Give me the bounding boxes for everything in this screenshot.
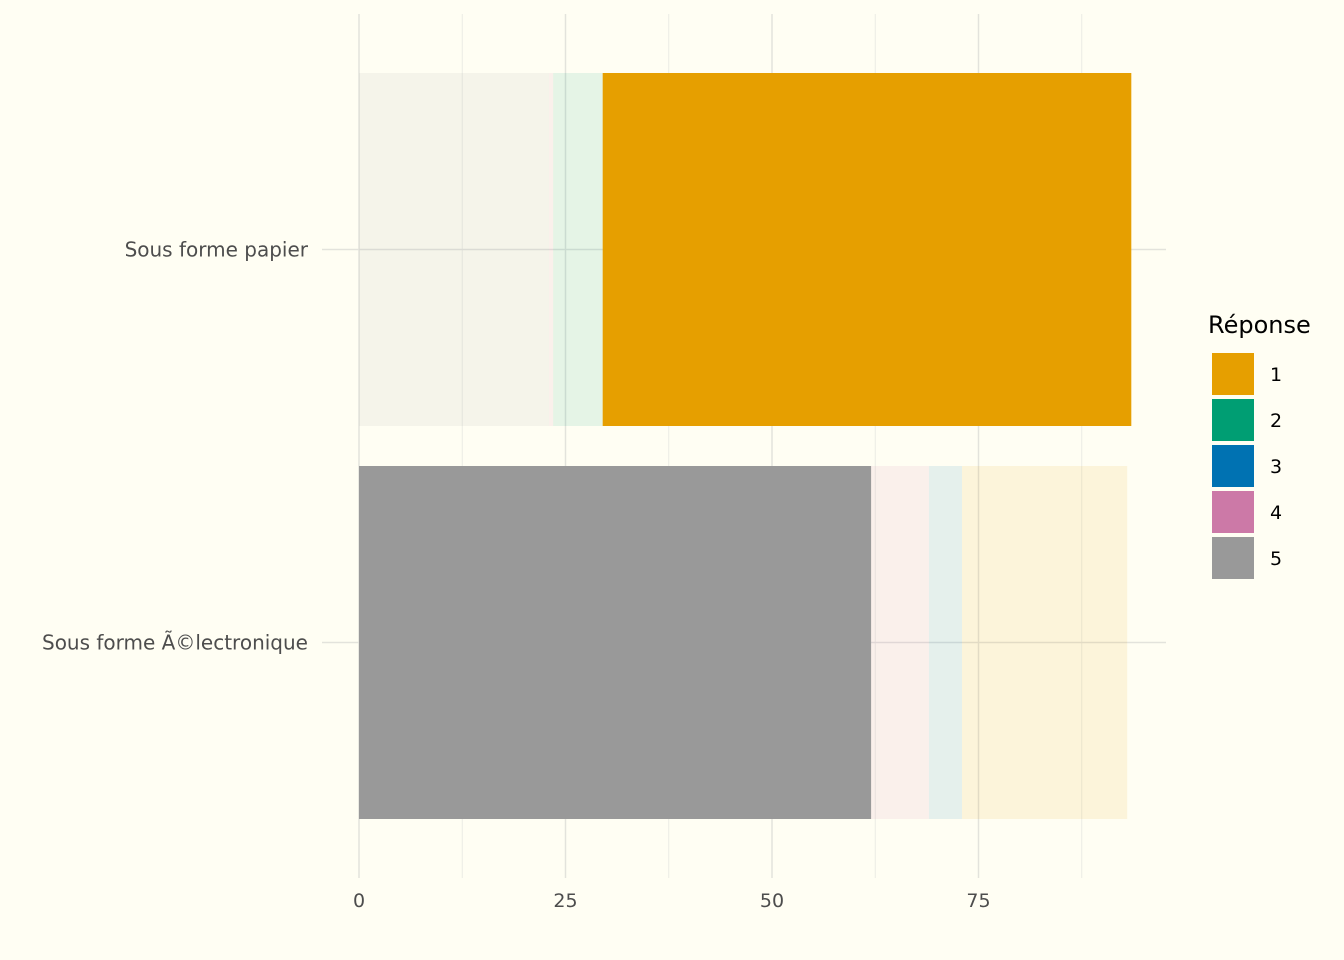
bar-segment-4-cat-1	[548, 73, 554, 426]
legend-label: 2	[1270, 410, 1282, 432]
bar-segment-3-cat-2	[928, 466, 962, 819]
bar-segment-2-cat-1	[553, 73, 603, 426]
x-tick-label: 50	[760, 890, 784, 912]
bar-segment-5-cat-2	[359, 466, 872, 819]
category-label: Sous forme papier	[125, 238, 309, 262]
bar-segment-5-cat-1	[359, 73, 549, 426]
legend-swatch-3	[1212, 445, 1254, 487]
legend-swatch-4	[1212, 491, 1254, 533]
legend-swatch-2	[1212, 399, 1254, 441]
bar-segment-4-cat-2	[871, 466, 929, 819]
legend-label: 4	[1270, 502, 1282, 524]
legend: Réponse 1 2 3 4 5	[1208, 311, 1311, 579]
axis-labels: 0 25 50 75 Sous forme papier Sous forme Ã©lec…	[42, 238, 991, 913]
x-tick-label: 0	[353, 890, 365, 912]
bar-segment-1-cat-2	[961, 466, 1128, 819]
x-tick-label: 75	[966, 890, 990, 912]
legend-swatch-1	[1212, 353, 1254, 395]
legend-label: 5	[1270, 548, 1282, 570]
x-tick-label: 25	[553, 890, 577, 912]
legend-label: 1	[1270, 364, 1282, 386]
bars	[359, 73, 1132, 819]
category-label: Sous forme Ã©lectronique	[42, 631, 308, 655]
legend-title: Réponse	[1208, 311, 1311, 339]
bar-segment-1-cat-1	[602, 73, 1132, 426]
legend-label: 3	[1270, 456, 1282, 478]
legend-swatch-5	[1212, 537, 1254, 579]
